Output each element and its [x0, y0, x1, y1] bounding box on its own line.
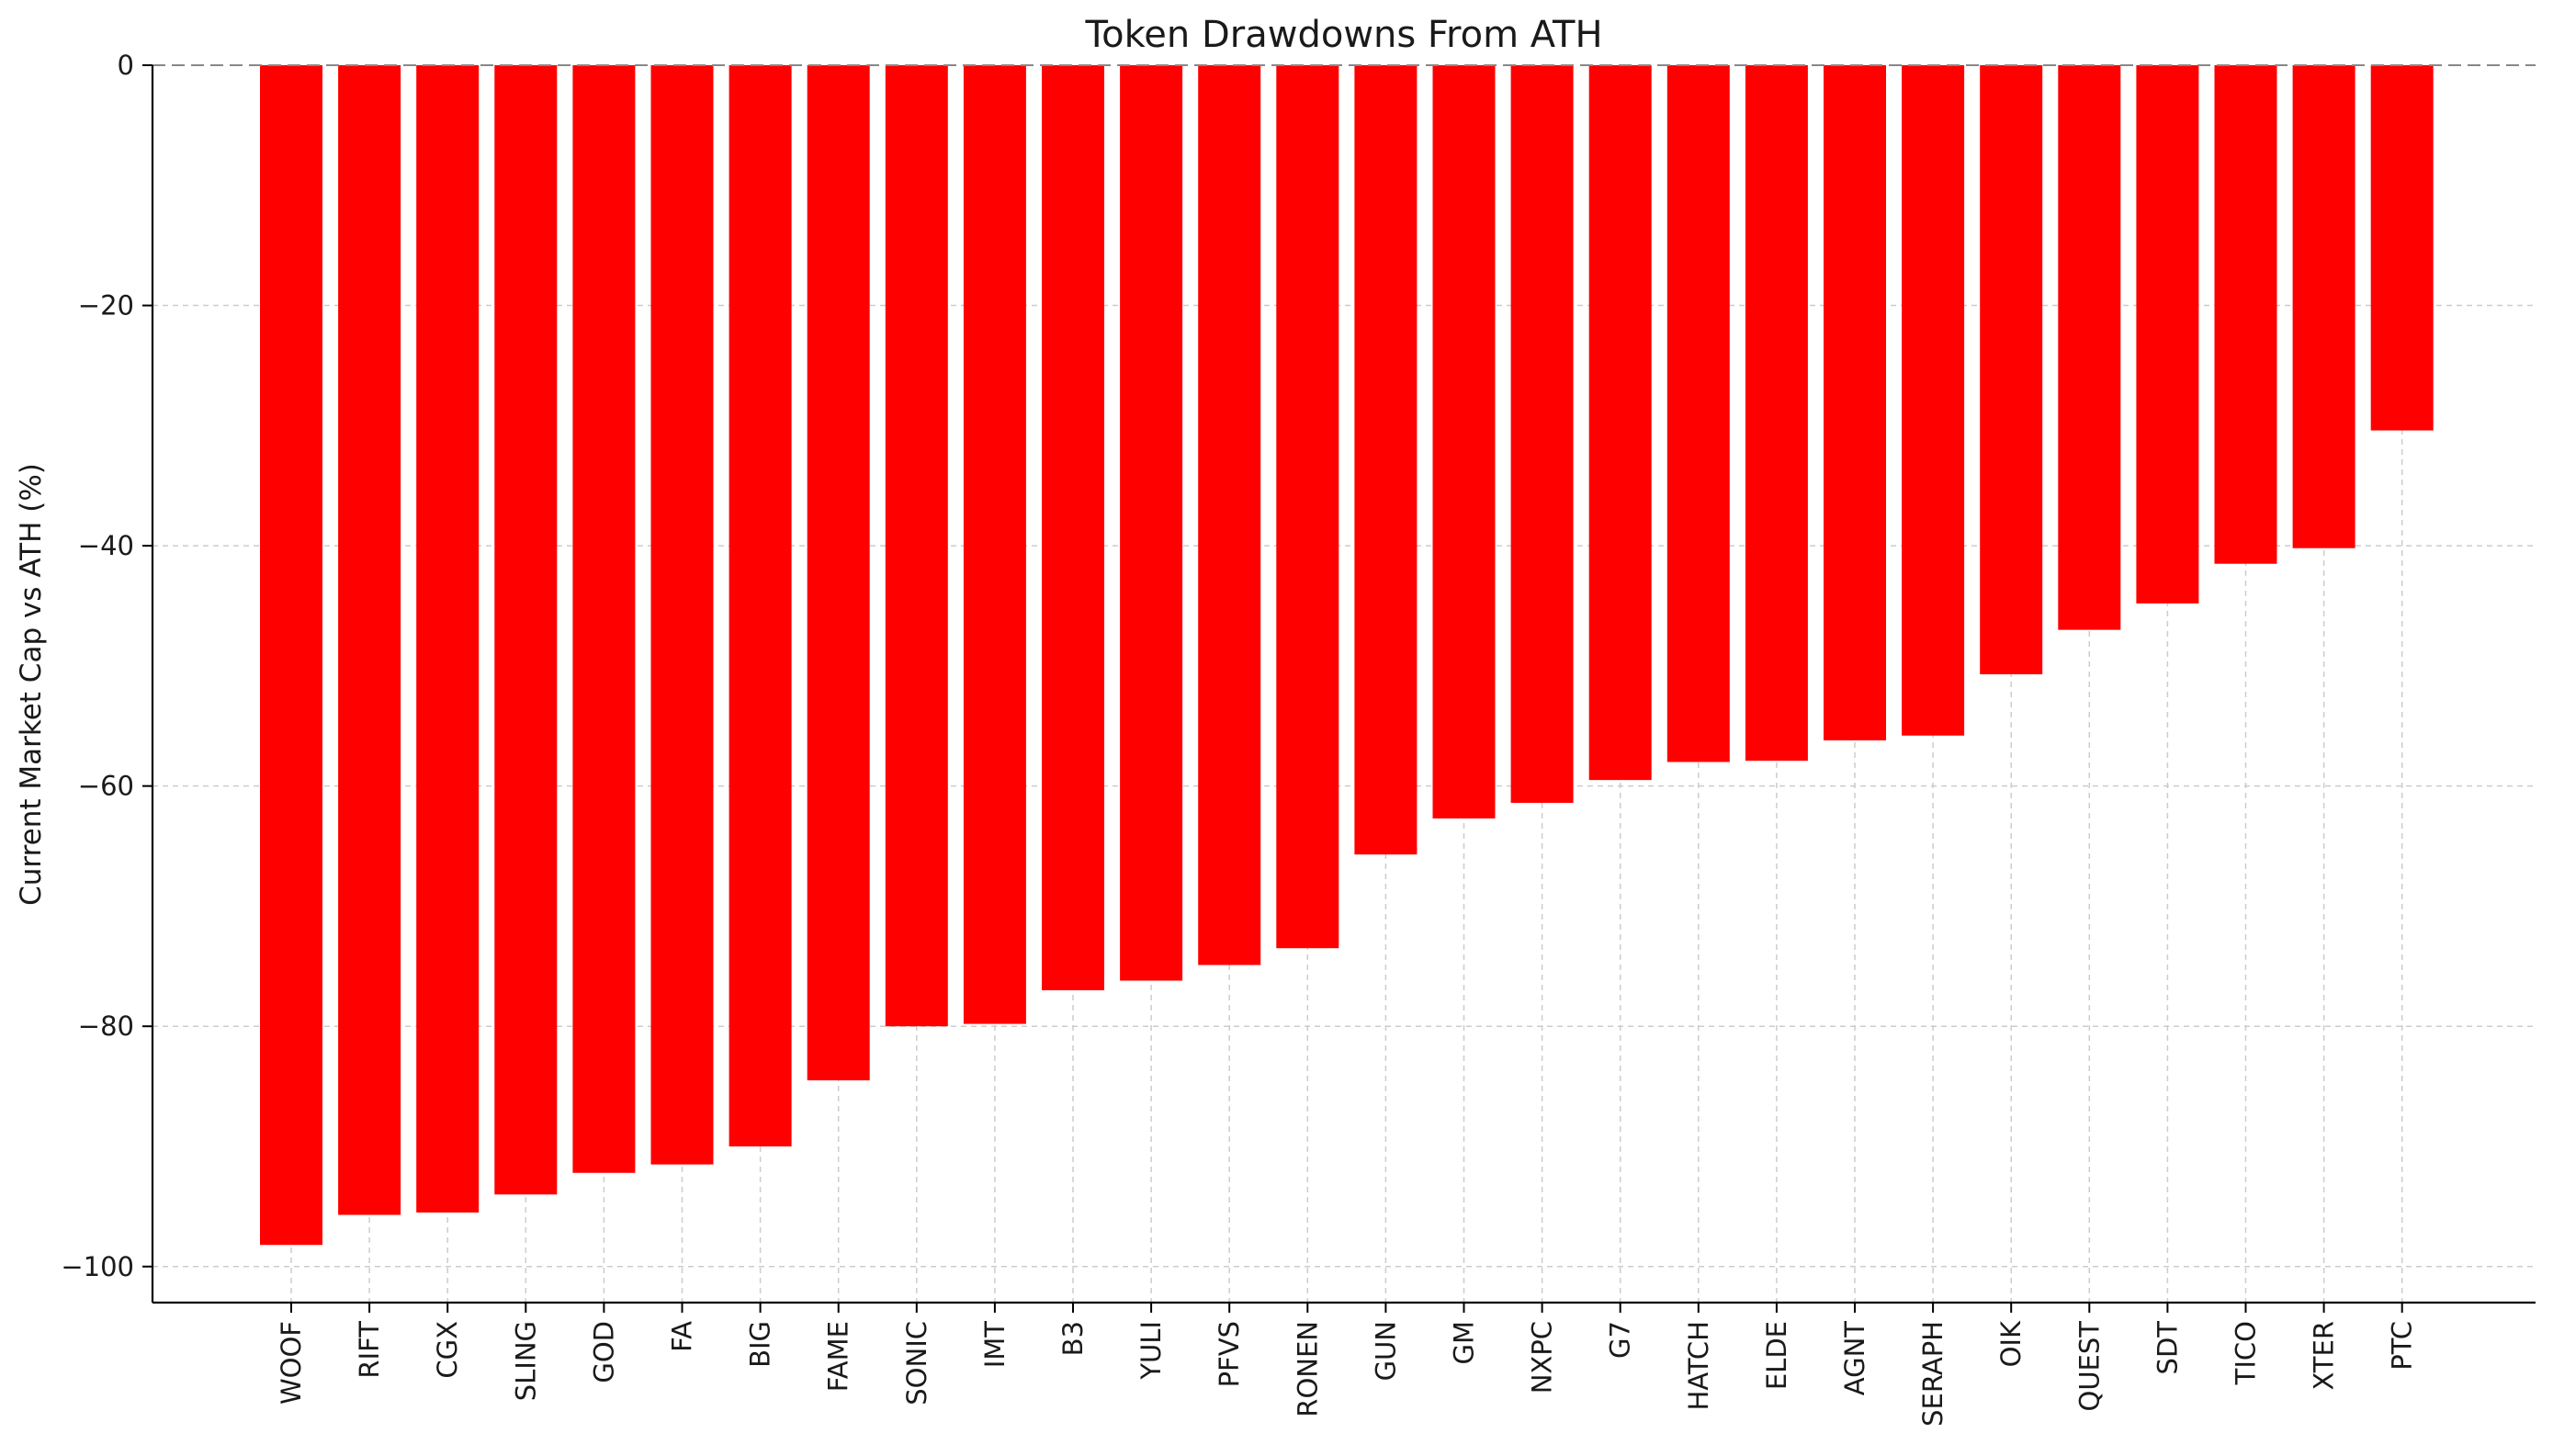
bar — [1588, 65, 1652, 781]
x-tick-label: WOOF — [276, 1321, 307, 1405]
bar — [494, 65, 558, 1195]
x-tick-label: SERAPH — [1917, 1321, 1949, 1427]
x-tick-label: GUN — [1370, 1321, 1401, 1381]
x-tick-label: YULI — [1135, 1321, 1167, 1381]
x-tick-label: RIFT — [354, 1321, 385, 1379]
x-tick-label: GM — [1449, 1321, 1480, 1365]
bar — [650, 65, 714, 1165]
bar — [260, 65, 322, 1246]
bar — [416, 65, 480, 1213]
x-tick-label: TICO — [2231, 1321, 2262, 1385]
x-tick-label: B3 — [1057, 1321, 1089, 1356]
x-ticks: WOOF RIFT CGX SLING GOD FA BIG FAME SONIC IMT B3 YU… — [276, 1303, 2418, 1427]
bar — [1980, 65, 2043, 675]
chart-title: Token Drawdowns From ATH — [1084, 14, 1602, 56]
x-tick-label: SONIC — [901, 1321, 932, 1405]
bar — [1120, 65, 1183, 981]
x-tick-label: BIG — [745, 1321, 776, 1368]
x-tick-label: SLING — [510, 1321, 541, 1401]
bar — [1824, 65, 1886, 740]
bar — [2058, 65, 2121, 630]
bar — [1666, 65, 1730, 762]
x-tick-label: QUEST — [2073, 1321, 2105, 1412]
bars — [260, 65, 2434, 1246]
y-tick-label: 0 — [118, 50, 134, 81]
bar — [885, 65, 948, 1027]
x-tick-label: RONEN — [1292, 1321, 1323, 1417]
y-axis-label: Current Market Cap vs ATH (%) — [15, 463, 48, 906]
bar — [572, 65, 636, 1173]
x-tick-label: FA — [667, 1321, 698, 1352]
x-tick-label: PFVS — [1214, 1321, 1245, 1387]
x-tick-label: NXPC — [1527, 1321, 1558, 1394]
bar — [1042, 65, 1104, 990]
bar — [1354, 65, 1418, 855]
bar — [1510, 65, 1574, 803]
bar — [729, 65, 792, 1146]
bar — [2370, 65, 2434, 431]
bar — [2214, 65, 2277, 564]
bar — [963, 65, 1026, 1024]
x-tick-label: ELDE — [1761, 1321, 1792, 1390]
y-tick-label: −100 — [61, 1251, 134, 1282]
x-tick-label: G7 — [1605, 1321, 1636, 1359]
bar — [338, 65, 401, 1215]
x-tick-label: PTC — [2387, 1321, 2418, 1371]
x-tick-label: GOD — [588, 1321, 619, 1383]
x-tick-label: FAME — [823, 1321, 854, 1392]
bar — [1276, 65, 1339, 949]
y-tick-label: −80 — [78, 1010, 134, 1042]
bar — [1745, 65, 1808, 762]
x-tick-label: XTER — [2309, 1321, 2340, 1391]
bar — [2136, 65, 2199, 604]
y-ticks: 0 −20 −40 −60 −80 −100 — [61, 50, 153, 1282]
x-tick-label: OIK — [1995, 1320, 2027, 1367]
bar — [807, 65, 870, 1081]
x-tick-label: AGNT — [1839, 1321, 1870, 1395]
x-tick-label: HATCH — [1683, 1321, 1714, 1410]
bar — [2292, 65, 2355, 548]
x-tick-label: IMT — [979, 1321, 1011, 1369]
x-tick-label: SDT — [2152, 1321, 2183, 1375]
y-tick-label: −60 — [78, 771, 134, 802]
y-tick-label: −20 — [78, 290, 134, 322]
y-tick-label: −40 — [78, 530, 134, 561]
bar — [1198, 65, 1261, 965]
axes — [151, 64, 2536, 1304]
bar — [1432, 65, 1496, 818]
x-tick-label: CGX — [432, 1321, 463, 1379]
bar — [1902, 65, 1965, 736]
